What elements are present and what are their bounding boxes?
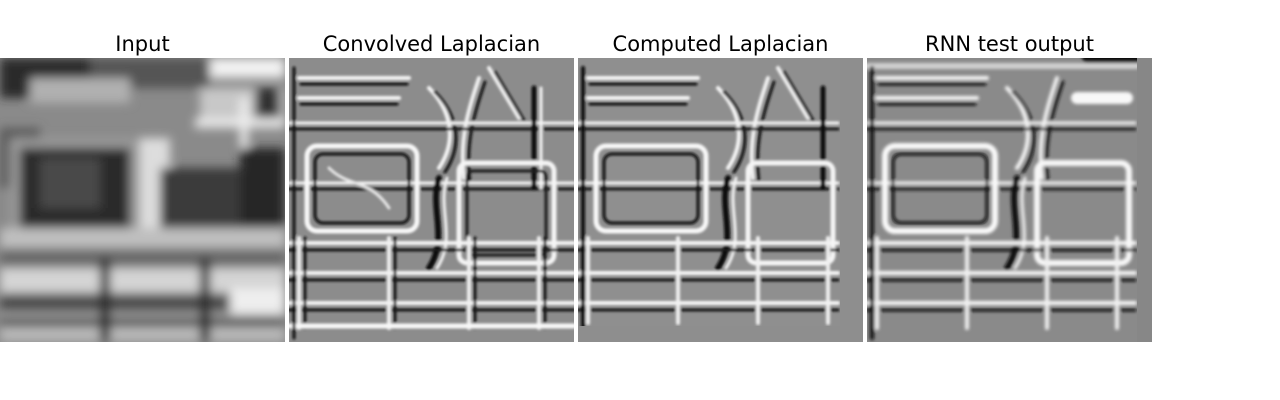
input-image-graphic <box>0 58 285 342</box>
panel-title-convolved-laplacian: Convolved Laplacian <box>322 32 541 56</box>
computed-laplacian-image <box>578 58 863 342</box>
input-image <box>0 58 285 342</box>
rnn-test-output-image <box>867 58 1152 342</box>
panel-title-computed-laplacian: Computed Laplacian <box>612 32 829 56</box>
panel-title-input: Input <box>115 32 170 56</box>
rnn-test-output-graphic <box>867 58 1152 342</box>
convolved-laplacian-graphic <box>289 58 574 342</box>
panel-title-rnn-test-output: RNN test output <box>925 32 1094 56</box>
convolved-laplacian-image <box>289 58 574 342</box>
computed-laplacian-graphic <box>578 58 863 342</box>
